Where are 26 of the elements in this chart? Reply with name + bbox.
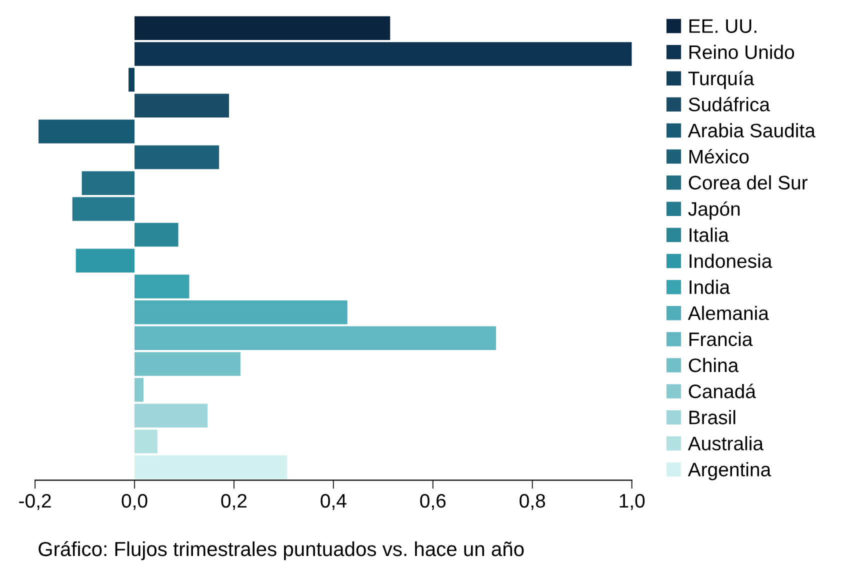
legend-label: México xyxy=(689,149,749,164)
legend-label: Sudáfrica xyxy=(688,96,770,112)
legend-label: Japón xyxy=(688,201,740,220)
legend-label: Alemania xyxy=(688,306,769,320)
legend-label: Brasil xyxy=(689,410,736,424)
legend-label: China xyxy=(688,358,739,372)
legend-label: Canadá xyxy=(688,384,756,398)
x-tick-label: 0,8 xyxy=(520,494,546,510)
x-tick-label: -0,2 xyxy=(19,494,51,510)
legend-label: Argentina xyxy=(688,462,772,480)
x-tick-label: 0,2 xyxy=(221,494,247,510)
legend-label: Arabia Saudita xyxy=(688,123,816,138)
legend-label: Indonesia xyxy=(690,254,772,268)
legend-label: EE. UU. xyxy=(689,19,756,33)
legend-label: Corea del Sur xyxy=(688,175,808,190)
x-tick-label: 0,6 xyxy=(420,494,446,510)
legend-label: Australia xyxy=(688,436,764,450)
x-tick-label: 1,0 xyxy=(620,494,645,510)
legend-label: Francia xyxy=(689,332,753,346)
text: Gráfico: Flujos trimestrales puntuados vs. hace un año xyxy=(38,541,524,560)
x-tick-label: 0,4 xyxy=(320,494,346,510)
legend-label: Reino Unido xyxy=(689,44,794,60)
legend-label: India xyxy=(690,280,730,294)
x-tick-label: 0,0 xyxy=(122,494,148,510)
legend-label: Italia xyxy=(690,228,729,242)
legend-label: Turquía xyxy=(688,70,754,90)
